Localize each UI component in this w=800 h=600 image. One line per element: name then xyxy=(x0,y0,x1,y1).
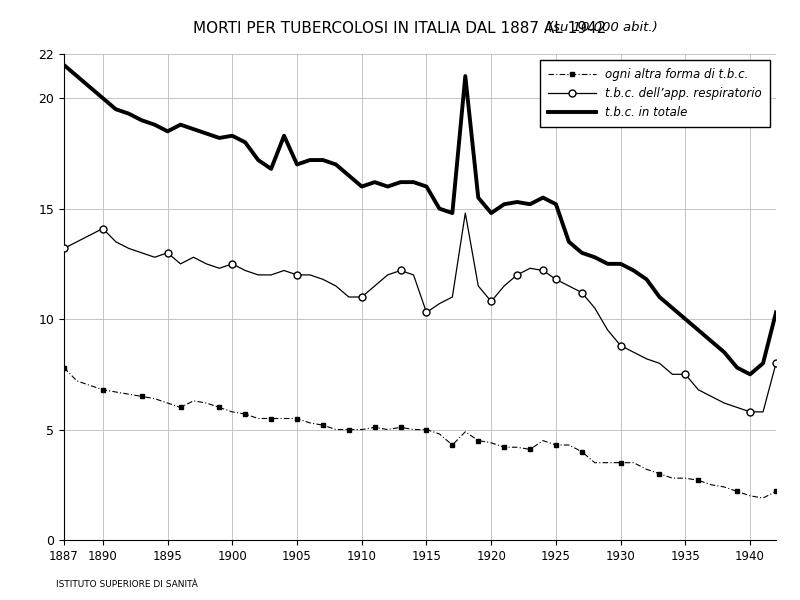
Legend: ogni altra forma di t.b.c., t.b.c. dell’app. respiratorio, t.b.c. in totale: ogni altra forma di t.b.c., t.b.c. dell’… xyxy=(540,60,770,127)
Text: (su 10.000 abit.): (su 10.000 abit.) xyxy=(548,21,658,34)
Text: ISTITUTO SUPERIORE DI SANITÀ: ISTITUTO SUPERIORE DI SANITÀ xyxy=(56,580,198,589)
Text: MORTI PER TUBERCOLOSI IN ITALIA DAL 1887 AL 1942: MORTI PER TUBERCOLOSI IN ITALIA DAL 1887… xyxy=(194,21,606,36)
